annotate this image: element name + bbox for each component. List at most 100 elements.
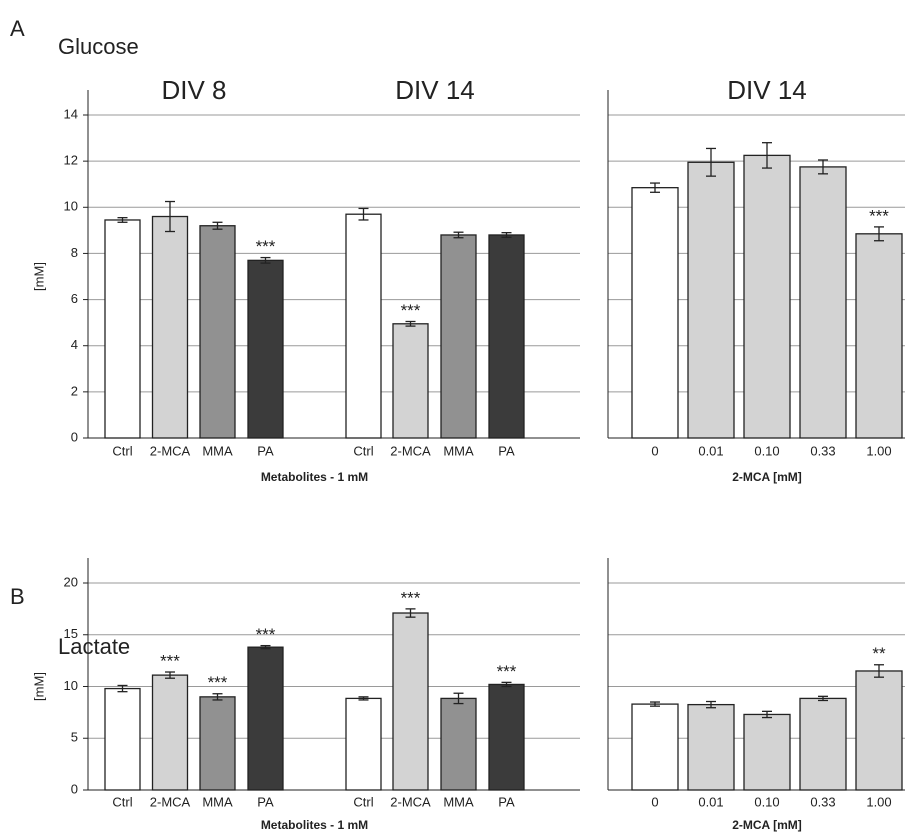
significance-label: *** (869, 206, 889, 225)
error-bar (762, 142, 772, 169)
x-tick-label: 0.10 (754, 794, 779, 809)
error-bar (260, 644, 271, 650)
significance-label: *** (401, 301, 421, 320)
x-tick-label: 1.00 (866, 794, 891, 809)
group-title: DIV 14 (395, 75, 475, 105)
x-tick-label: 2-MCA (150, 794, 191, 809)
x-axis-label: 2-MCA [mM] (732, 818, 802, 832)
y-tick-label: 5 (71, 730, 78, 745)
bar (799, 697, 847, 791)
error-bar (874, 664, 884, 678)
y-tick-label: 0 (71, 781, 78, 796)
panel-title: Glucose (58, 34, 139, 59)
x-tick-label: 0.01 (698, 794, 723, 809)
error-bar (165, 200, 175, 233)
bar (743, 154, 791, 439)
y-tick-label: 10 (64, 199, 78, 214)
significance-label: *** (160, 651, 180, 670)
y-tick-label: 6 (71, 291, 78, 306)
bar (799, 166, 847, 439)
error-bar (358, 207, 369, 221)
x-tick-label: MMA (443, 794, 474, 809)
bar (345, 697, 382, 791)
x-axis-label: 2-MCA [mM] (732, 470, 802, 484)
y-tick-label: 14 (64, 106, 78, 121)
bar (687, 703, 735, 791)
x-tick-label: 2-MCA (390, 443, 431, 458)
bar (104, 219, 141, 439)
bar (247, 646, 284, 791)
error-bar (818, 159, 828, 175)
error-bar (874, 226, 884, 242)
significance-label: *** (256, 625, 276, 644)
error-bar (405, 320, 416, 327)
significance-label: *** (208, 673, 228, 692)
bar (392, 612, 429, 791)
significance-label: *** (497, 662, 517, 681)
x-tick-label: 0.01 (698, 443, 723, 458)
error-bar (501, 681, 512, 688)
x-tick-label: MMA (202, 794, 233, 809)
panel-label: B (10, 584, 25, 609)
group-title: DIV 8 (161, 75, 226, 105)
y-axis-label: [mM] (31, 672, 46, 701)
significance-label: *** (256, 237, 276, 256)
y-tick-label: 2 (71, 383, 78, 398)
bar (104, 687, 141, 791)
x-tick-label: 0 (651, 443, 658, 458)
error-bar (405, 608, 416, 618)
y-tick-label: 15 (64, 626, 78, 641)
error-bar (453, 231, 464, 239)
x-tick-label: Ctrl (353, 794, 373, 809)
x-tick-label: MMA (443, 443, 474, 458)
x-tick-label: Ctrl (353, 443, 373, 458)
x-tick-label: 2-MCA (150, 443, 191, 458)
x-tick-label: 0.10 (754, 443, 779, 458)
x-axis-label: Metabolites - 1 mM (261, 470, 368, 484)
bar (345, 213, 382, 439)
group-title: DIV 14 (727, 75, 807, 105)
bar (631, 703, 679, 791)
x-tick-label: 0.33 (810, 794, 835, 809)
error-bar (117, 217, 128, 223)
bar (392, 323, 429, 439)
panel-title: Lactate (58, 634, 130, 659)
bar (855, 233, 903, 439)
x-axis-label: Metabolites - 1 mM (261, 818, 368, 832)
error-bar (260, 256, 271, 264)
y-tick-label: 4 (71, 337, 78, 352)
error-bar (358, 696, 369, 701)
bar (199, 696, 236, 791)
y-tick-label: 0 (71, 429, 78, 444)
error-bar (453, 692, 464, 705)
error-bar (212, 221, 223, 230)
bar (199, 225, 236, 439)
y-tick-label: 20 (64, 574, 78, 589)
error-bar (212, 693, 223, 701)
significance-label: ** (872, 644, 886, 663)
y-axis-label: [mM] (31, 262, 46, 291)
error-bar (650, 701, 660, 707)
x-tick-label: PA (257, 794, 274, 809)
bar (151, 215, 189, 439)
error-bar (762, 710, 772, 719)
error-bar (117, 684, 128, 693)
error-bar (165, 671, 175, 679)
panel-label: A (10, 16, 25, 41)
bar (151, 674, 189, 791)
x-tick-label: 2-MCA (390, 794, 431, 809)
y-tick-label: 12 (64, 153, 78, 168)
x-tick-label: MMA (202, 443, 233, 458)
bar (687, 161, 735, 439)
x-tick-label: PA (257, 443, 274, 458)
bar (855, 670, 903, 791)
y-tick-label: 8 (71, 245, 78, 260)
x-tick-label: 0.33 (810, 443, 835, 458)
x-tick-label: 0 (651, 794, 658, 809)
y-tick-label: 10 (64, 678, 78, 693)
bar (488, 234, 525, 439)
x-tick-label: PA (498, 794, 515, 809)
bar (440, 697, 477, 791)
bar (440, 234, 477, 439)
